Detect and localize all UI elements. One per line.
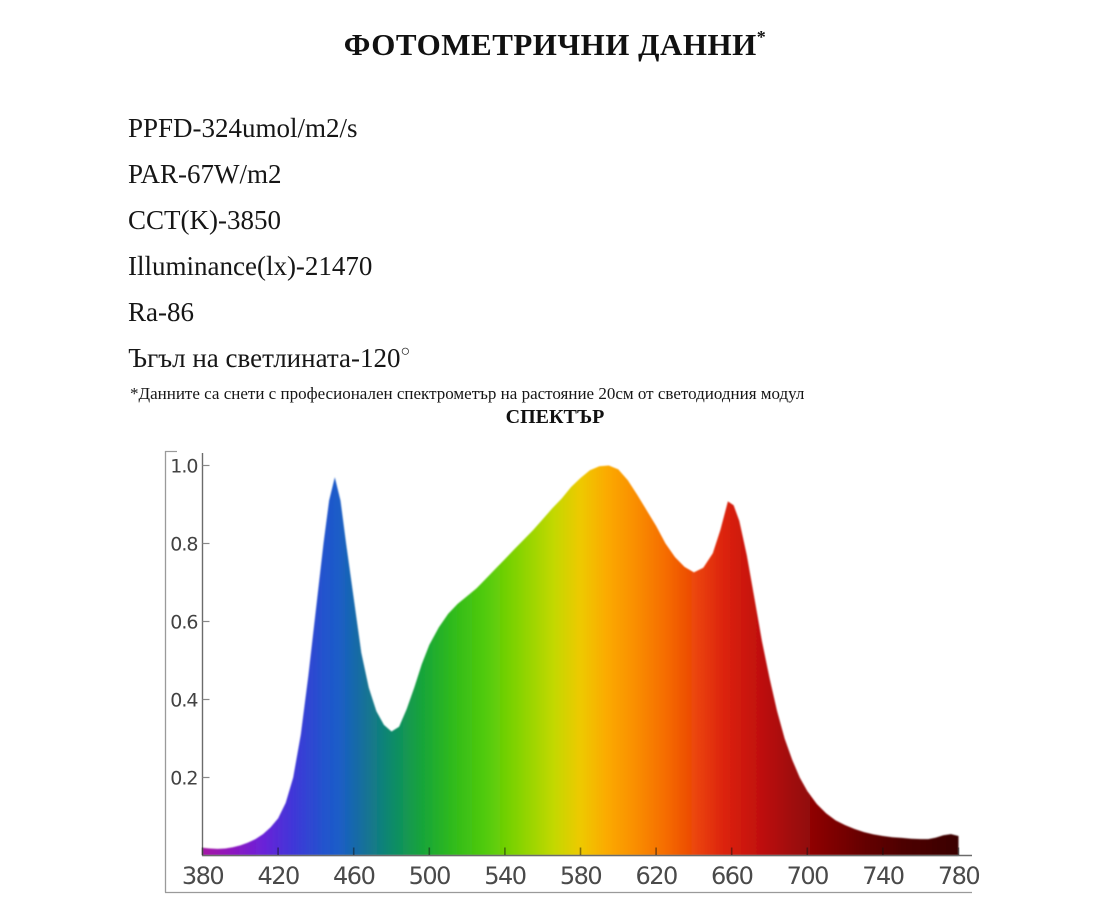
x-tick-label: 460 [333, 862, 375, 890]
y-tick-label: 0.4 [170, 690, 198, 712]
y-tick-label: 0.6 [170, 612, 197, 634]
spectrum-chart: 0.2 0.4 0.6 0.8 1.0 380 420 460 500 540 580 620 660 7… [150, 435, 1010, 908]
page-title-asterisk: * [756, 27, 767, 47]
x-tick-label: 780 [938, 862, 980, 890]
x-tick-label: 580 [560, 862, 602, 890]
x-tick-label: 380 [182, 862, 224, 890]
y-tick-label: 1.0 [170, 456, 197, 478]
footnote: *Данните са снети с професионален спектр… [130, 384, 805, 403]
spectrum-area [202, 465, 959, 856]
x-tick-label: 500 [409, 862, 451, 890]
x-tick-label: 740 [862, 862, 904, 890]
spec-line-cct: CCT(K)-3850 [128, 205, 281, 235]
spectrum-svg: 0.2 0.4 0.6 0.8 1.0 380 420 460 500 540 580 620 660 7… [164, 450, 981, 894]
spec-line-par: PAR-67W/m2 [128, 159, 282, 189]
spec-line-ra: Ra-86 [128, 297, 194, 327]
spec-line-beam-angle: Ъгъл на светлината-120○ [128, 344, 410, 372]
x-tick-label: 620 [635, 862, 677, 890]
page-title-text: ФОТОМЕТРИЧНИ ДАННИ [343, 27, 757, 62]
page-title: ФОТОМЕТРИЧНИ ДАННИ* [0, 27, 1110, 63]
spectrum-heading: СПЕКТЪР [505, 406, 605, 428]
y-tick-label: 0.8 [170, 534, 197, 556]
spec-line-ppfd: PPFD-324umol/m2/s [128, 113, 358, 143]
beam-angle-text: Ъгъл на светлината-120 [128, 343, 401, 373]
y-tick-label: 0.2 [170, 768, 197, 790]
degree-symbol: ○ [400, 343, 411, 360]
x-tick-label: 660 [711, 862, 753, 890]
spec-line-illuminance: Illuminance(lx)-21470 [128, 251, 373, 281]
x-tick-label: 700 [787, 862, 829, 890]
x-tick-label: 420 [257, 862, 299, 890]
x-tick-label: 540 [484, 862, 526, 890]
